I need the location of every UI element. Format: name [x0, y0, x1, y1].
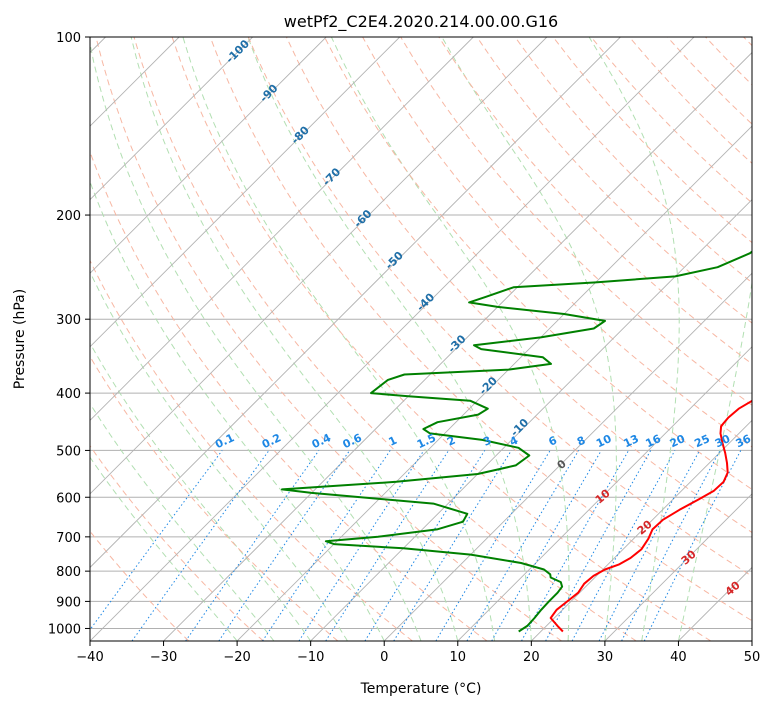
- mixing-ratio-label: 10: [594, 432, 614, 450]
- isotherm-line: [531, 419, 752, 641]
- dry-adiabat-line: [133, 37, 637, 641]
- isotherm-line: [604, 493, 752, 641]
- isotherm-line: [751, 640, 752, 641]
- dry-adiabat-line: [285, 37, 752, 534]
- x-tick-label: −30: [150, 650, 177, 665]
- moist-adiabat-line: [441, 37, 617, 641]
- y-tick-label: 700: [56, 531, 81, 546]
- x-tick-label: 30: [597, 650, 614, 665]
- moist-adiabat-line: [247, 37, 532, 641]
- x-axis-ticks: −40 −30 −20 −10 0 10 20 30 40 50: [76, 641, 760, 665]
- dry-adiabat-line: [171, 37, 712, 641]
- isotherm-line: [457, 346, 752, 641]
- dry-adiabat-line: [90, 355, 339, 641]
- y-tick-label: 800: [56, 565, 81, 580]
- isotherms: [90, 37, 752, 641]
- mixing-ratio-label: 13: [621, 432, 640, 450]
- mixing-ratio-line: [185, 450, 320, 641]
- dry-adiabat-line: [324, 37, 752, 490]
- moist-adiabat-line: [90, 456, 238, 641]
- x-tick-label: 40: [670, 650, 687, 665]
- isotherm-line: [90, 37, 253, 201]
- mixing-ratio-line: [90, 450, 223, 631]
- mixing-ratio-line: [643, 450, 742, 641]
- moist-adiabat-line: [90, 271, 348, 641]
- isotherm-line: [163, 51, 752, 641]
- isotherm-line: [383, 272, 752, 641]
- mixing-ratio-line: [298, 450, 425, 641]
- y-tick-label: 900: [56, 595, 81, 610]
- mixing-ratio-line: [262, 450, 391, 641]
- isotherm-line: [90, 37, 621, 569]
- mixing-ratio-line: [521, 450, 630, 641]
- y-tick-label: 1000: [48, 622, 81, 637]
- y-tick-label: 500: [56, 444, 81, 459]
- isotherm-line: [90, 37, 695, 641]
- plot-background: [90, 37, 752, 641]
- y-tick-label: 100: [56, 31, 81, 46]
- mixing-ratio-line: [545, 450, 652, 641]
- dewpoint-profile-line: [281, 250, 752, 633]
- y-tick-label: 600: [56, 491, 81, 506]
- mixing-ratio-label: 20: [668, 432, 688, 450]
- pressure-gridlines: [90, 37, 752, 629]
- x-tick-label: −10: [297, 650, 324, 665]
- mixing-ratio-label: 36: [734, 432, 754, 450]
- mixing-ratio-label: 25: [692, 432, 711, 450]
- dry-adiabat-line: [90, 259, 413, 641]
- mixing-ratio-line: [131, 450, 270, 641]
- y-axis-ticks: 100 200 300 400 500 600 700 800 900 1000: [48, 31, 90, 637]
- dry-adiabats: [90, 37, 752, 641]
- y-tick-label: 200: [56, 209, 81, 224]
- isotherm-line: [90, 37, 401, 348]
- mixing-ratio-line: [393, 450, 512, 641]
- moist-adiabat-line: [677, 279, 752, 641]
- dry-adiabat-line: [247, 37, 752, 577]
- x-tick-label: 0: [380, 650, 388, 665]
- y-tick-label: 300: [56, 313, 81, 328]
- mixing-ratio-label: 16: [644, 432, 664, 450]
- isotherm-line: [90, 37, 548, 495]
- mixing-ratio-lines: [90, 450, 742, 641]
- isotherm-line: [90, 37, 327, 274]
- mixing-ratio-line: [571, 450, 676, 641]
- mixing-ratio-line: [218, 450, 351, 641]
- moist-adiabat-line: [90, 402, 275, 641]
- dry-adiabat-line: [95, 37, 562, 641]
- x-tick-label: 20: [523, 650, 540, 665]
- isotherm-line: [310, 199, 752, 641]
- y-tick-label: 400: [56, 387, 81, 402]
- x-axis-label: Temperature (°C): [360, 681, 482, 697]
- temperature-profile-line: [549, 399, 752, 633]
- dry-adiabat-line: [90, 444, 264, 641]
- moist-adiabat-line: [130, 37, 459, 641]
- moist-adiabat-line: [588, 37, 680, 641]
- y-axis-label: Pressure (hPa): [12, 289, 28, 389]
- chart-title: wetPf2_C2E4.2020.214.00.00.G16: [284, 12, 558, 32]
- plot-frame: [89, 36, 753, 642]
- sounding-series: [281, 250, 752, 633]
- dry-adiabat-line: [209, 37, 752, 622]
- isotherm-line: [90, 37, 474, 421]
- x-tick-label: 10: [450, 650, 467, 665]
- x-tick-label: 50: [744, 650, 761, 665]
- x-tick-label: −20: [223, 650, 250, 665]
- mixing-ratio-label: 30: [713, 432, 733, 450]
- mixing-ratio-line: [325, 450, 450, 641]
- x-tick-label: −40: [76, 650, 103, 665]
- dry-adiabat-line: [514, 37, 752, 284]
